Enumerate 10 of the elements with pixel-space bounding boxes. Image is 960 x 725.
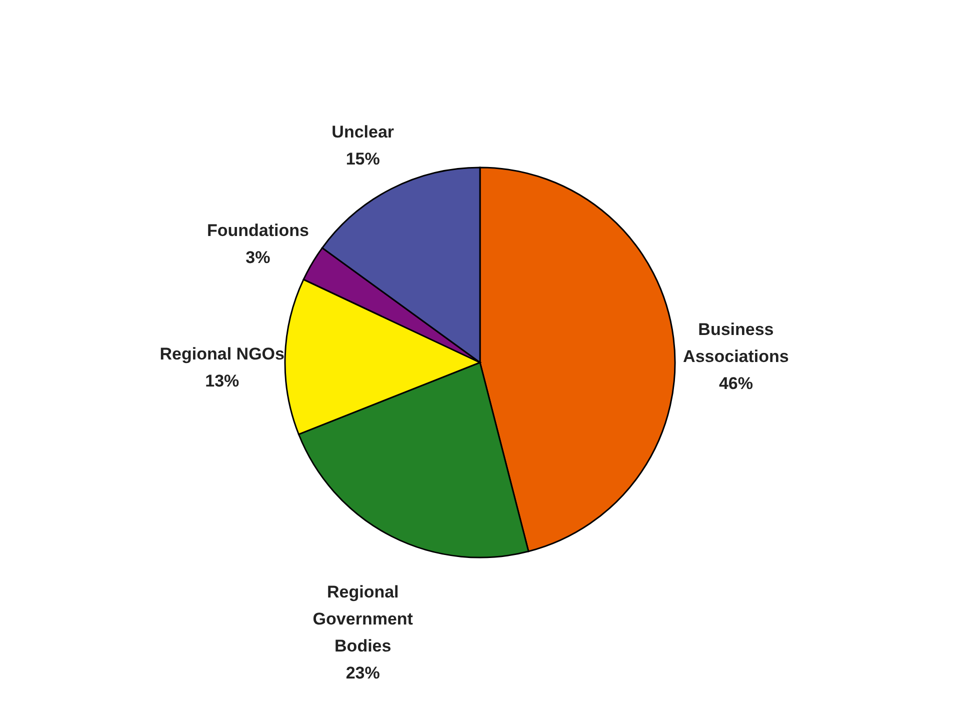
slice-label: Foundations xyxy=(206,221,309,240)
data-label: 3% xyxy=(246,248,270,268)
data-label: 23% xyxy=(346,663,380,682)
data-label: 46% xyxy=(718,374,753,394)
data-label: 15% xyxy=(346,150,380,169)
data-label: 13% xyxy=(205,371,240,390)
slice-label: Regional NGOs xyxy=(160,344,284,364)
slice-label: Business Associations xyxy=(683,320,789,366)
slice-label: Regional Government Bodies xyxy=(312,582,414,656)
slice-label: Unclear xyxy=(332,122,394,142)
